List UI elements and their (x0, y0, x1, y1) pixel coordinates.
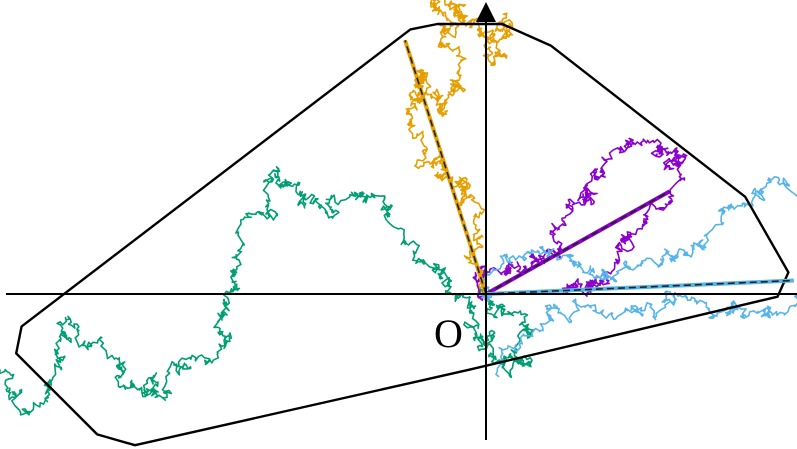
purple-walk (472, 137, 688, 302)
convex-hull (15, 22, 790, 447)
blue-walk (480, 176, 797, 378)
convex-hull-outline (15, 22, 790, 447)
blue-vector (485, 279, 794, 295)
orange-vector (404, 39, 487, 295)
green-walk (0, 166, 535, 416)
axes (6, 2, 797, 440)
orange-walk (405, 0, 514, 299)
random-walks (0, 0, 797, 416)
purple-vector (485, 190, 670, 295)
origin-label: O (434, 311, 463, 356)
diameter-vectors (403, 39, 794, 296)
